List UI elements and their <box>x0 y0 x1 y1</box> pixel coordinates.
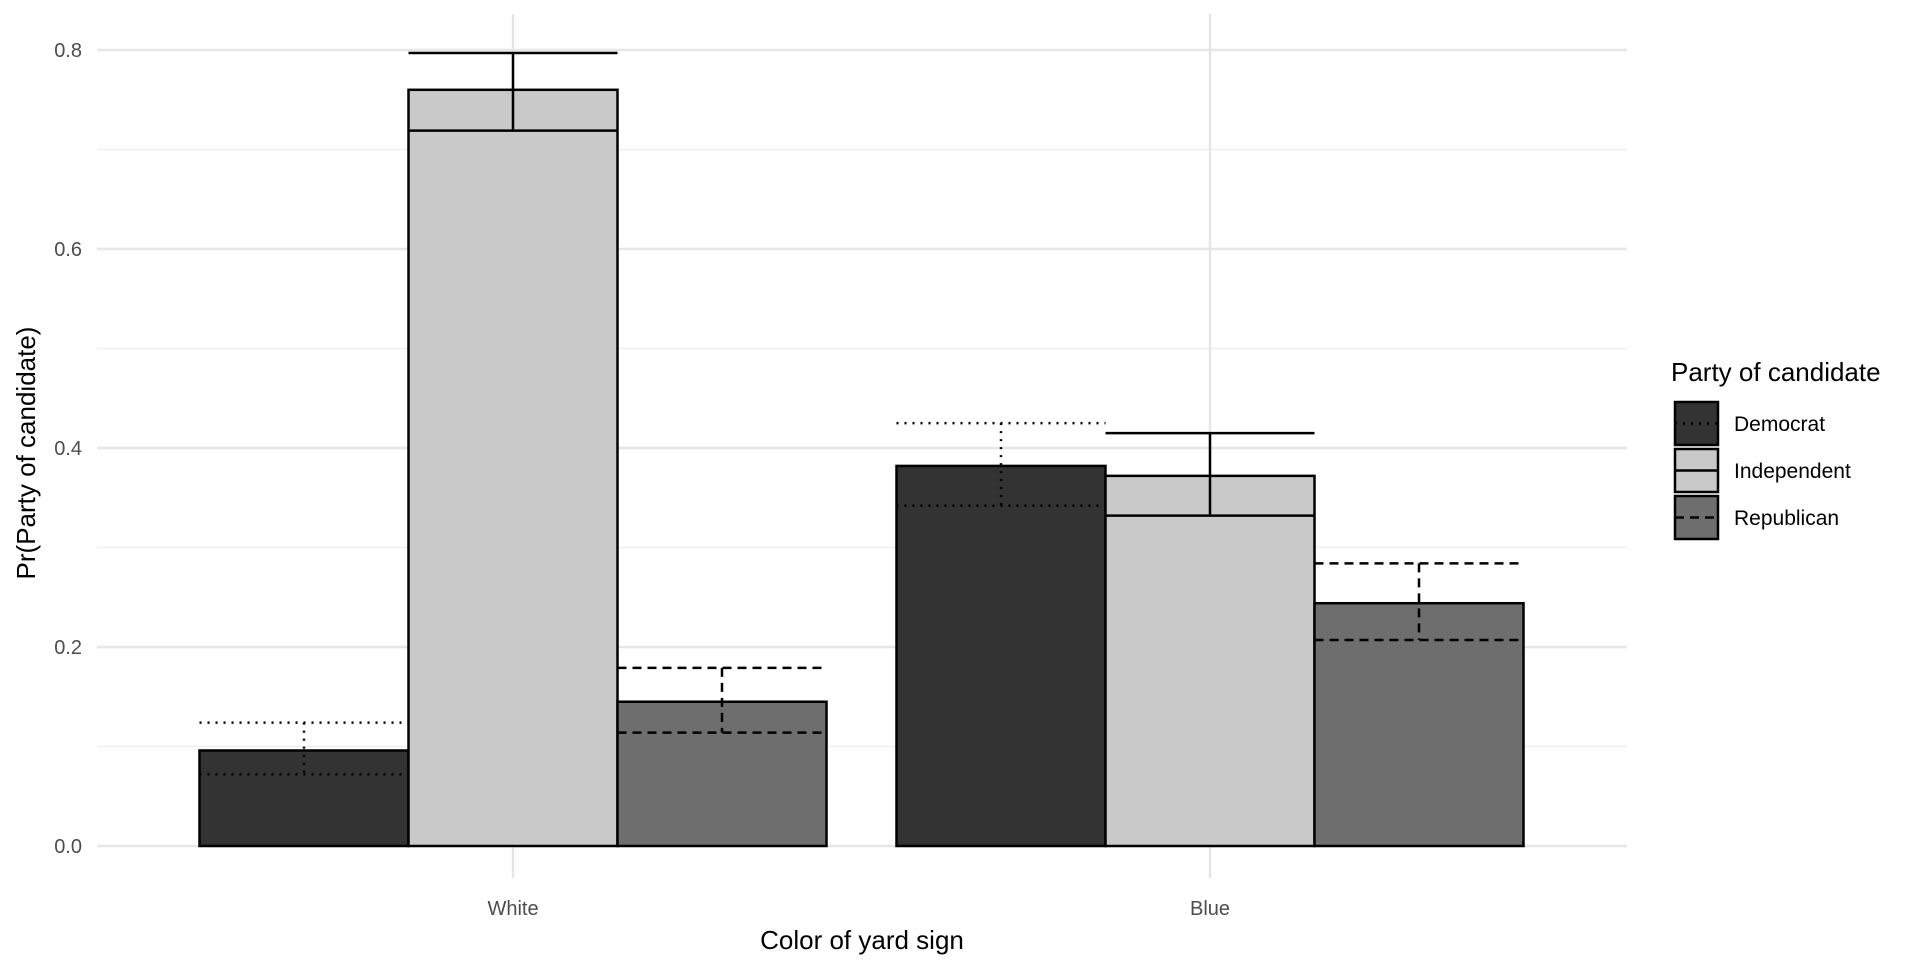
y-tick-label: 0.4 <box>54 438 82 460</box>
x-tick-label: Blue <box>1190 898 1230 920</box>
bar <box>407 88 619 848</box>
legend-label: Republican <box>1734 507 1839 530</box>
bar <box>198 749 410 848</box>
legend-key <box>1673 400 1720 447</box>
y-tick-label: 0.0 <box>54 836 82 858</box>
legend: Party of candidate Democrat Independent Re… <box>1671 357 1881 541</box>
bar <box>616 700 828 848</box>
bar <box>1104 474 1316 848</box>
legend-title: Party of candidate <box>1671 357 1881 387</box>
bar <box>895 464 1107 848</box>
x-axis-title: Color of yard sign <box>760 925 964 955</box>
bars <box>198 88 1525 848</box>
y-axis-title: Pr(Party of candidate) <box>11 327 41 580</box>
x-tick-label: White <box>487 898 538 920</box>
bar <box>1313 601 1525 848</box>
y-tick-label: 0.8 <box>54 40 82 62</box>
legend-item-independent: Independent <box>1673 447 1851 494</box>
legend-item-republican: Republican <box>1673 494 1839 541</box>
legend-label: Democrat <box>1734 413 1825 436</box>
y-tick-label: 0.6 <box>54 239 82 261</box>
y-axis-ticks: 0.0 0.2 0.4 0.6 0.8 <box>54 40 82 858</box>
x-axis-ticks: White Blue <box>487 898 1230 920</box>
error-bars <box>199 51 1524 776</box>
y-tick-label: 0.2 <box>54 637 82 659</box>
legend-label: Independent <box>1734 460 1851 483</box>
legend-item-democrat: Democrat <box>1673 400 1825 447</box>
